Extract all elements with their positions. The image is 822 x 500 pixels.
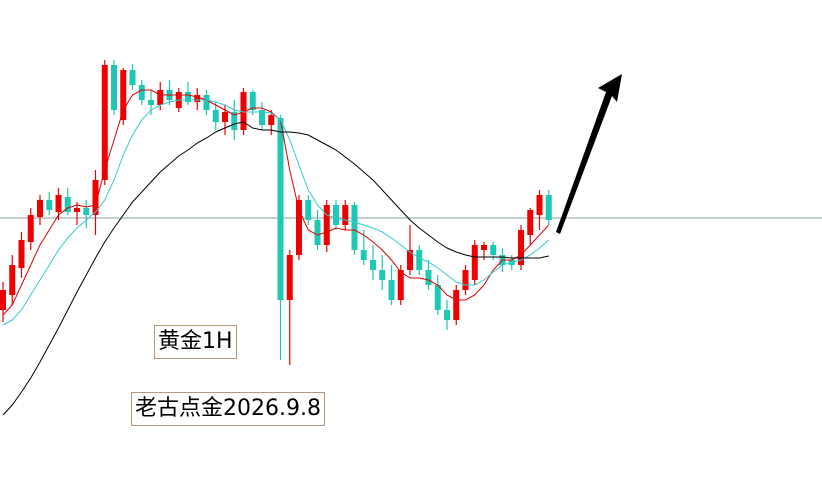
candle-body [462, 270, 469, 290]
candle-body [203, 95, 210, 110]
candle-body [18, 240, 25, 268]
candle-body [379, 270, 386, 280]
candle-body [0, 290, 6, 310]
candle-body [46, 200, 53, 210]
candle-body [64, 197, 71, 212]
candle-body [92, 180, 99, 215]
candle-body [416, 250, 423, 270]
candle-body [286, 255, 293, 300]
candle-body [481, 245, 487, 250]
candle-body [333, 205, 339, 225]
candle-body [444, 310, 450, 320]
candle-body [351, 205, 358, 250]
candle-body [194, 95, 201, 102]
candle-body [83, 208, 90, 215]
candle-body [277, 118, 284, 300]
candle-body [342, 205, 349, 225]
candle-body [397, 270, 404, 300]
candle-body [111, 65, 117, 110]
candle-body [268, 115, 275, 125]
candle-body [55, 195, 62, 212]
candle-body [471, 245, 478, 280]
candle-body [490, 245, 497, 255]
candle-body [434, 285, 441, 310]
candle-body [314, 220, 321, 245]
candle-body [259, 110, 265, 125]
candle-body [138, 85, 145, 100]
candle-body [185, 92, 191, 102]
candle-body [9, 265, 16, 295]
candle-body [74, 208, 80, 212]
trend-arrow [556, 74, 622, 234]
candle-body [157, 90, 164, 105]
candle-body [222, 112, 228, 122]
candle-body [27, 215, 34, 242]
candle-body [37, 200, 43, 217]
candle-body [518, 230, 524, 265]
candle-body [527, 210, 534, 235]
candle-body [240, 92, 247, 130]
candle-body [545, 195, 552, 220]
candle-body [212, 110, 219, 122]
candle-body [360, 250, 367, 260]
candle-body [388, 280, 395, 300]
annotation: 黄金1H [154, 325, 237, 359]
candle-body [323, 205, 330, 245]
candle-body [370, 260, 376, 270]
annotation: 老古点金2026.9.8 [131, 392, 325, 426]
candle-body [407, 250, 413, 270]
candle-body [129, 70, 136, 85]
candle-body [425, 270, 432, 285]
candle-body [249, 92, 256, 110]
candle-body [231, 112, 238, 130]
moving-average [2, 121, 549, 416]
candle-body [453, 290, 460, 320]
candle-body [296, 200, 302, 255]
candle-body [148, 100, 154, 105]
candle-body [101, 65, 108, 180]
moving-average [2, 99, 550, 326]
candle-body [536, 195, 543, 215]
candle-body [120, 70, 127, 120]
candle-body [305, 200, 312, 220]
